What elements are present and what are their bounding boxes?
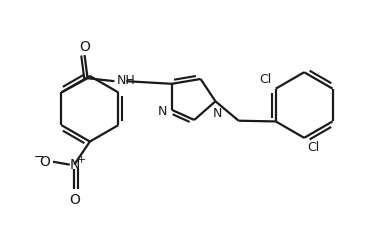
Text: Cl: Cl [259,73,271,86]
Text: N: N [158,105,167,118]
Text: O: O [39,155,50,169]
Text: NH: NH [116,74,135,87]
Text: O: O [69,193,80,207]
Text: −: − [34,151,45,164]
Text: +: + [77,155,86,165]
Text: N: N [212,106,222,119]
Text: O: O [79,40,90,54]
Text: Cl: Cl [307,141,319,154]
Text: N: N [70,158,80,172]
